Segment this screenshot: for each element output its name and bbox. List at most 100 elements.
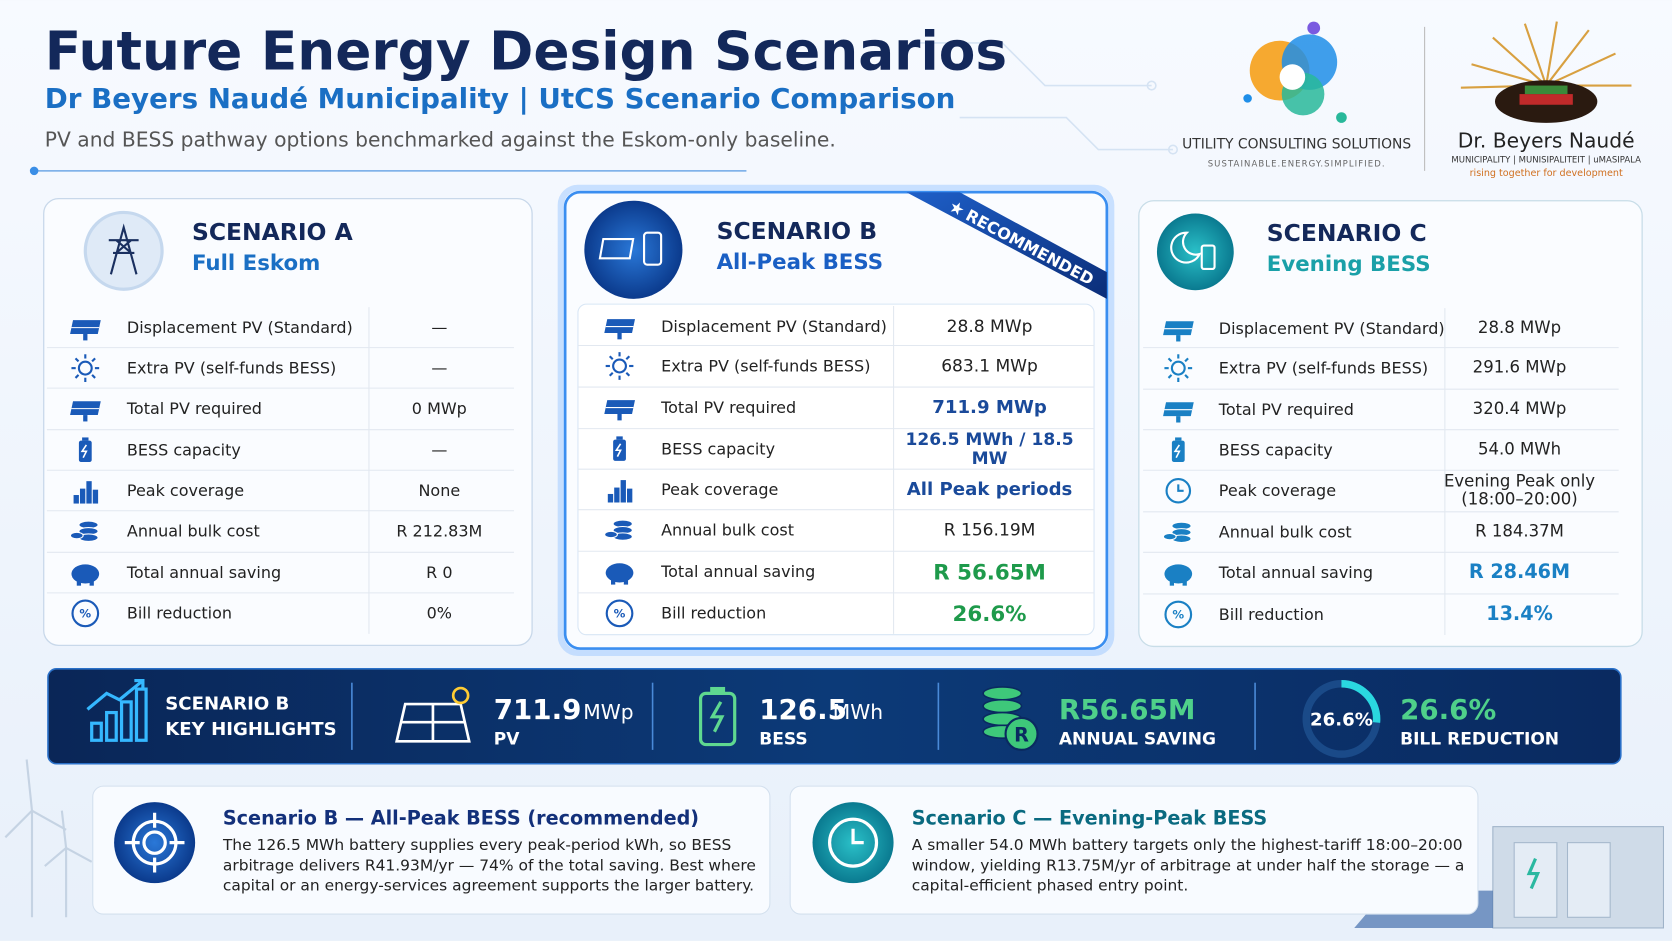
row-icon: [78, 437, 92, 462]
row-label: Displacement PV (Standard): [127, 318, 353, 337]
battery-bolt: [614, 443, 622, 457]
row-icon: %: [1164, 600, 1193, 629]
battery-cap: [82, 437, 89, 441]
row-value: 0%: [426, 603, 453, 623]
percent-glyph: %: [79, 607, 91, 621]
row-label: BESS capacity: [127, 441, 241, 460]
panel-stand: [83, 415, 88, 422]
row-value-box: R 212.83M: [396, 522, 482, 540]
note-title: Scenario B — All-Peak BESS (recommended): [223, 807, 699, 830]
row-value-box: R 184.37M: [1475, 522, 1564, 542]
percent-glyph: %: [1172, 608, 1184, 622]
scenario-icon: [83, 210, 164, 291]
bill-label: BILL REDUCTION: [1400, 730, 1559, 750]
bess-label: BESS: [759, 730, 807, 750]
saving-value: R56.65M: [1059, 693, 1196, 726]
row-value-box: 291.6 MWp: [1472, 357, 1567, 378]
sun-ray: [608, 355, 614, 360]
row-label: Total PV required: [1218, 400, 1354, 419]
row-icon: %: [71, 599, 100, 628]
row-icon: [605, 563, 634, 585]
row-label: Displacement PV (Standard): [1219, 319, 1445, 338]
bess-unit: MWh: [833, 700, 883, 724]
moon-glyph: [1170, 231, 1202, 264]
note-text: A smaller 54.0 MWh battery targets only …: [911, 837, 1465, 895]
circuit-decor: [917, 42, 1179, 155]
gauge-label: 26.6%: [1310, 709, 1373, 730]
row-icon: [604, 400, 635, 421]
row-icon: %: [605, 599, 634, 628]
clock-ring: [828, 817, 879, 868]
row-value-box: —: [431, 359, 447, 377]
piggy-leg: [611, 579, 616, 585]
bar-icon: [86, 481, 92, 504]
row-value-box: 0%: [426, 603, 453, 623]
utcs-name: UTILITY CONSULTING SOLUTIONS: [1182, 136, 1411, 152]
row-value: —: [431, 440, 448, 460]
row-value: 291.6 MWp: [1472, 357, 1567, 378]
crosshair: [124, 812, 185, 873]
bar-icon: [627, 488, 633, 503]
saving-label: ANNUAL SAVING: [1059, 730, 1216, 750]
row-label: Bill reduction: [1219, 605, 1324, 624]
row-label: Peak coverage: [1219, 481, 1336, 500]
panel-stand: [1176, 416, 1181, 423]
row-icon: [70, 401, 101, 422]
row-label: Total PV required: [660, 398, 796, 417]
note-icon-glyph: [124, 812, 185, 873]
row-label: Annual bulk cost: [1219, 523, 1352, 542]
row-label: Peak coverage: [127, 481, 244, 500]
sun-ray: [91, 374, 96, 379]
row-label: Bill reduction: [127, 604, 232, 623]
municipality-motto: rising together for development: [1470, 168, 1623, 179]
bar-icon: [92, 489, 99, 504]
battery-bolt: [80, 444, 88, 459]
pv-value: 711.9: [494, 693, 582, 726]
row-value-box: 320.4 MWp: [1473, 400, 1567, 418]
row-value: 0 MWp: [411, 398, 467, 418]
row-value-box: —: [431, 319, 447, 337]
row-label: Annual bulk cost: [127, 522, 260, 541]
row-value-box: R 56.65M: [933, 559, 1046, 585]
bar-icon: [620, 480, 626, 503]
row-label: BESS capacity: [1219, 441, 1333, 460]
percent-icon: [605, 599, 634, 628]
row-value: R 156.19M: [943, 519, 1036, 541]
scenario-icon: [584, 200, 683, 299]
coin-stack: [982, 698, 1023, 714]
bess-value: 126.5: [759, 693, 847, 726]
municipality-name: Dr. Beyers Naudé: [1458, 128, 1635, 152]
utcs-logo: [1243, 21, 1347, 123]
highlights-title: SCENARIO B: [165, 693, 289, 714]
row-value: 28.8 MWp: [1477, 318, 1562, 338]
bill-value: 26.6%: [1400, 693, 1496, 726]
row-icon: [604, 319, 635, 340]
piggy-icon: [1164, 564, 1193, 584]
row-value-box: 711.9 MWp: [932, 397, 1047, 417]
scenario-card: [1138, 200, 1643, 648]
piggy-leg: [1182, 580, 1187, 586]
rand-glyph: R: [1014, 723, 1029, 746]
panel-stand: [1176, 335, 1181, 342]
row-value: 13.4%: [1486, 602, 1553, 626]
row-value: 126.5 MWh / 18.5 MW: [905, 429, 1074, 469]
piggy-leg: [89, 580, 94, 586]
growth-arrow: [86, 678, 145, 711]
row-label: Extra PV (self-funds BESS): [127, 358, 336, 377]
bess-icon-cap: [710, 686, 726, 694]
bess-bolt: [709, 701, 725, 733]
sun-icon: [1170, 360, 1186, 376]
battery-cap: [616, 436, 623, 440]
row-label: Total annual saving: [126, 563, 281, 582]
row-label: Extra PV (self-funds BESS): [661, 356, 870, 375]
row-value: R 184.37M: [1475, 522, 1564, 542]
scenario-icon: [1156, 213, 1234, 291]
row-label: Total annual saving: [1218, 563, 1373, 582]
scenario-label: SCENARIO B: [717, 217, 878, 245]
row-icon: [613, 436, 626, 461]
battery-glyph: [1200, 244, 1216, 271]
battery-glyph: [642, 231, 663, 266]
panel-stand: [617, 413, 622, 421]
row-value: R 56.65M: [933, 559, 1046, 585]
